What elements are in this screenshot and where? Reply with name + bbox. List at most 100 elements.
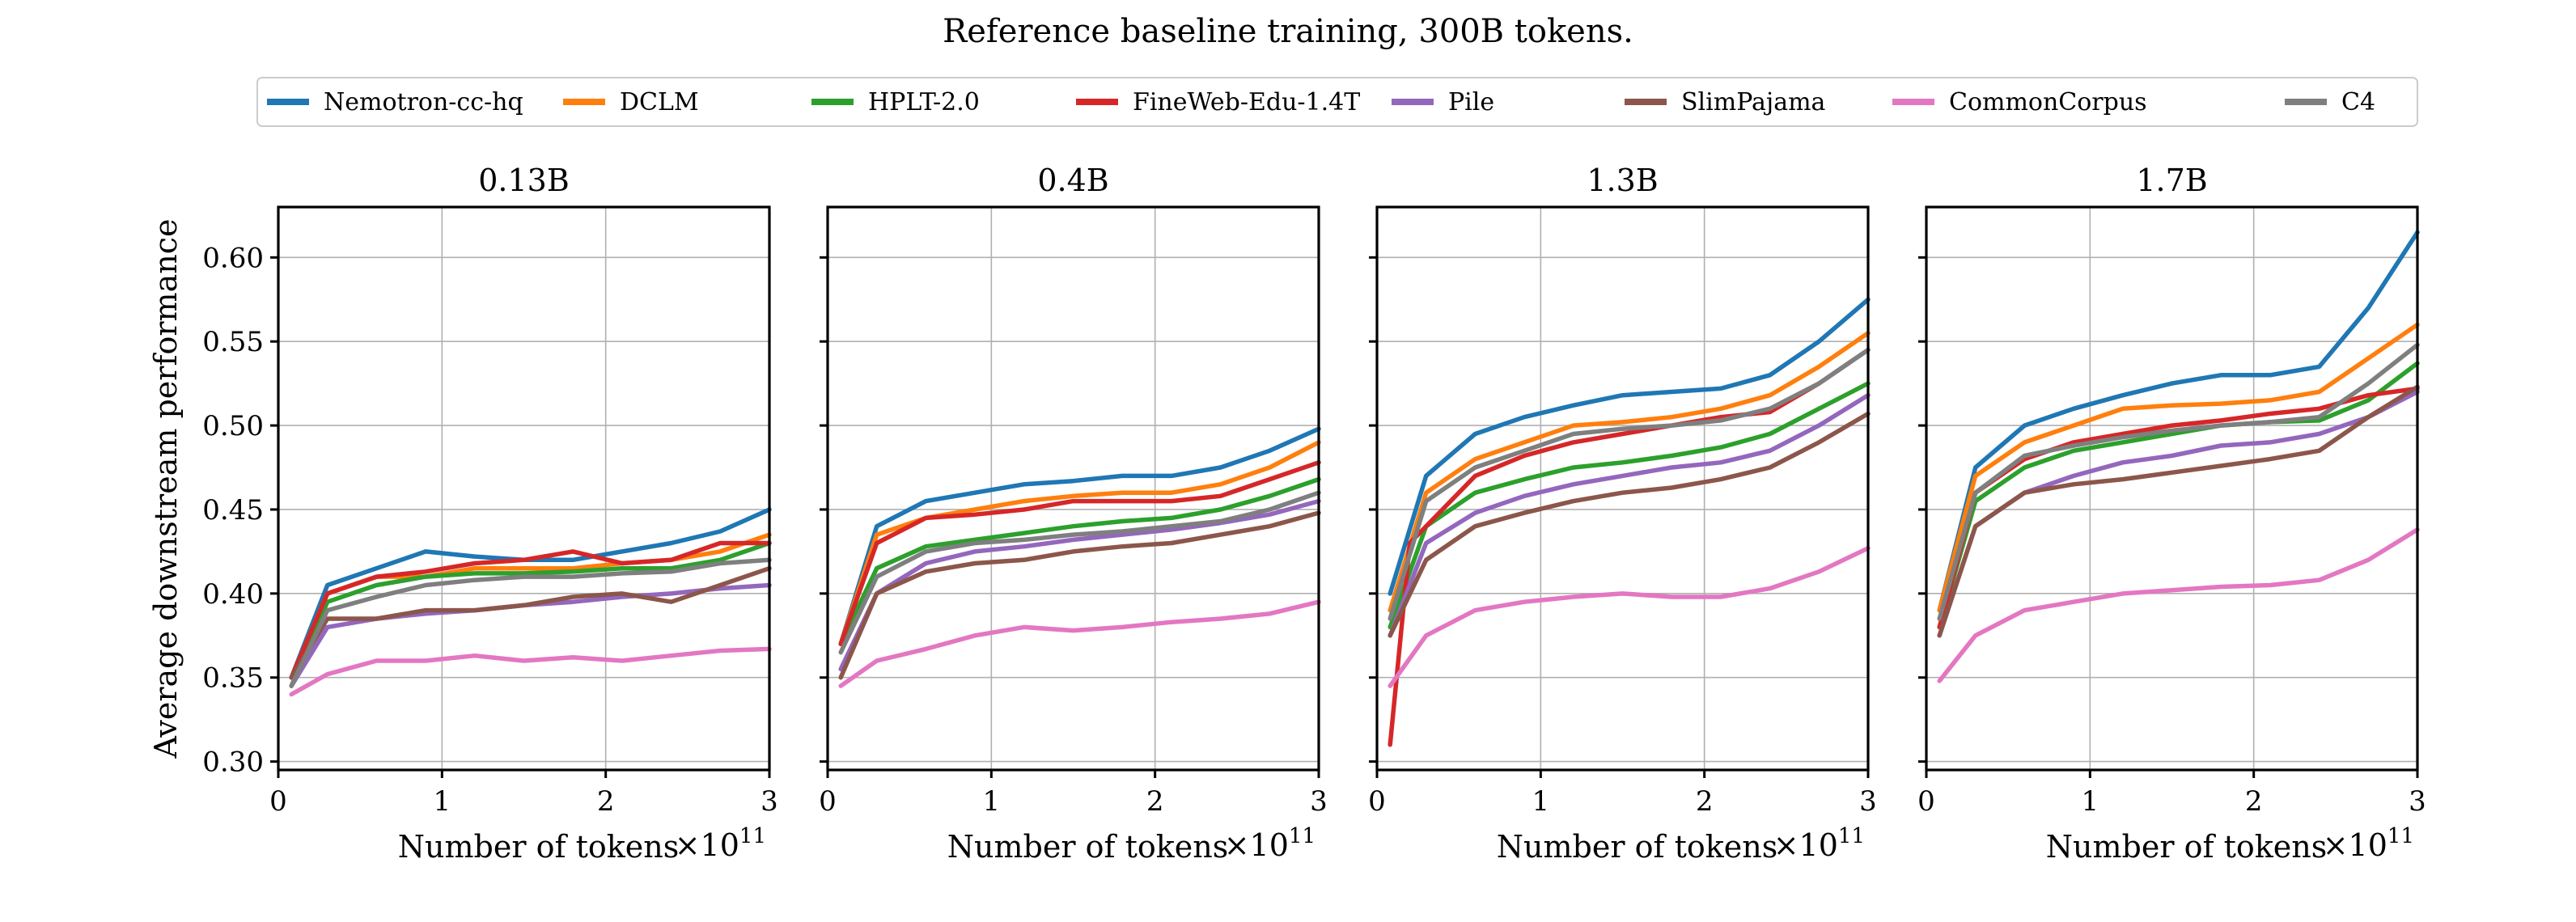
series-line-commoncorpus [1937, 527, 2420, 683]
chart-panel: 0.4B 0 1 2 3 Number of tokens×1011 [819, 163, 1328, 865]
x-multiplier-exponent: 11 [1838, 824, 1865, 848]
x-multiplier-exponent: 11 [1289, 824, 1316, 848]
x-axis-multiplier: ×1011 [1773, 824, 1865, 863]
series-line-c4 [838, 490, 1321, 655]
legend-item: Nemotron-cc-hq [267, 88, 523, 116]
series-line-pile [1388, 392, 1871, 638]
legend-item: FineWeb-Edu-1.4T [1076, 88, 1360, 116]
y-tick-label: 0.45 [202, 494, 264, 527]
x-multiplier-exponent: 11 [2387, 824, 2414, 848]
x-tick-label: 1 [434, 785, 451, 818]
legend: Nemotron-cc-hq DCLM HPLT-2.0 FineWeb-Edu-1.… [256, 77, 2418, 127]
legend-item: CommonCorpus [1892, 88, 2147, 116]
plot-frame [826, 205, 1320, 772]
legend-frame [256, 77, 2418, 127]
x-axis-label: Number of tokens [947, 829, 1228, 865]
y-axis-label: Average downstream performance [148, 219, 184, 759]
chart-panels: 0.13B 0 1 2 3 0.30 0.35 0.40 0.45 0.50 0.55 0.60 Num… [148, 163, 2426, 865]
legend-label: SlimPajama [1681, 88, 1826, 116]
x-axis-label: Number of tokens [398, 829, 679, 865]
x-axis-label: Number of tokens [1497, 829, 1777, 865]
plot-frame [1925, 205, 2419, 772]
y-tick-label: 0.55 [202, 326, 264, 358]
legend-item: Pile [1392, 88, 1494, 116]
series-line-commoncorpus [289, 646, 772, 697]
y-tick-label: 0.50 [202, 410, 264, 442]
y-tick-label: 0.60 [202, 242, 264, 274]
x-axis-multiplier: ×1011 [675, 824, 766, 863]
series-line-dclm [1937, 322, 2420, 613]
series-line-hplt-2-0 [1388, 381, 1871, 630]
x-tick-label: 0 [1368, 785, 1386, 818]
series-line-hplt-2-0 [289, 540, 772, 688]
series-line-c4 [1937, 342, 2420, 621]
x-tick-label: 0 [819, 785, 837, 818]
series-line-dclm [1388, 331, 1871, 613]
legend-label: FineWeb-Edu-1.4T [1133, 88, 1360, 116]
legend-label: Pile [1448, 88, 1494, 116]
series-line-nemotron-cc-hq [838, 426, 1321, 646]
x-multiplier-base: ×10 [675, 827, 739, 863]
panel-title: 0.13B [478, 163, 570, 198]
series-line-nemotron-cc-hq [1937, 230, 2420, 613]
legend-label: Nemotron-cc-hq [324, 88, 523, 116]
x-tick-label: 1 [1532, 785, 1550, 818]
series-line-c4 [1388, 347, 1871, 621]
x-tick-label: 1 [2082, 785, 2099, 818]
y-tick-label: 0.35 [202, 662, 264, 695]
x-tick-label: 2 [597, 785, 615, 818]
series-line-slimpajama [1937, 384, 2420, 638]
legend-item: C4 [2285, 88, 2375, 116]
series-line-commoncorpus [838, 599, 1321, 688]
x-multiplier-base: ×10 [1224, 827, 1289, 863]
x-tick-label: 2 [1696, 785, 1714, 818]
series-line-slimpajama [1388, 411, 1871, 638]
panel-title: 1.7B [2136, 163, 2207, 198]
x-tick-label: 0 [269, 785, 287, 818]
legend-label: HPLT-2.0 [868, 88, 980, 116]
legend-label: C4 [2341, 88, 2375, 116]
legend-item: DCLM [563, 88, 699, 116]
y-tick-label: 0.30 [202, 746, 264, 779]
x-axis-label: Number of tokens [2046, 829, 2327, 865]
x-tick-label: 3 [2409, 785, 2426, 818]
series-line-dclm [838, 440, 1321, 646]
legend-item: SlimPajama [1625, 88, 1826, 116]
series-line-hplt-2-0 [838, 476, 1321, 646]
series-line-hplt-2-0 [1937, 361, 2420, 630]
legend-label: CommonCorpus [1949, 88, 2147, 116]
series-line-c4 [289, 557, 772, 688]
series-line-slimpajama [838, 510, 1321, 680]
series-line-nemotron-cc-hq [1388, 297, 1871, 596]
x-tick-label: 3 [1310, 785, 1328, 818]
legend-label: DCLM [620, 88, 699, 116]
legend-item: HPLT-2.0 [811, 88, 980, 116]
x-tick-label: 0 [1917, 785, 1935, 818]
series-line-pile [838, 498, 1321, 672]
x-multiplier-base: ×10 [1773, 827, 1838, 863]
figure-title: Reference baseline training, 300B tokens… [943, 13, 1633, 50]
x-axis-multiplier: ×1011 [1224, 824, 1316, 863]
chart-panel: 0.13B 0 1 2 3 0.30 0.35 0.40 0.45 0.50 0.55 0.60 Num… [148, 163, 778, 865]
x-tick-label: 2 [2245, 785, 2263, 818]
chart-panel: 1.3B 0 1 2 3 Number of tokens×1011 [1368, 163, 1877, 865]
x-multiplier-exponent: 11 [739, 824, 766, 848]
series-line-fineweb-edu-1-4t [838, 460, 1321, 646]
chart-panel: 1.7B 0 1 2 3 Number of tokens×1011 [1917, 163, 2426, 865]
x-axis-multiplier: ×1011 [2323, 824, 2414, 863]
plot-frame [277, 205, 771, 772]
panel-title: 0.4B [1037, 163, 1108, 198]
panel-title: 1.3B [1587, 163, 1658, 198]
x-tick-label: 3 [1859, 785, 1877, 818]
x-tick-label: 1 [983, 785, 1001, 818]
x-multiplier-base: ×10 [2323, 827, 2387, 863]
series-line-fineweb-edu-1-4t [289, 540, 772, 680]
y-tick-label: 0.40 [202, 578, 264, 611]
series-line-commoncorpus [1388, 546, 1871, 688]
series-line-slimpajama [289, 565, 772, 680]
plot-frame [1375, 205, 1870, 772]
x-tick-label: 2 [1146, 785, 1164, 818]
x-tick-label: 3 [761, 785, 778, 818]
series-line-fineweb-edu-1-4t [1388, 347, 1871, 747]
